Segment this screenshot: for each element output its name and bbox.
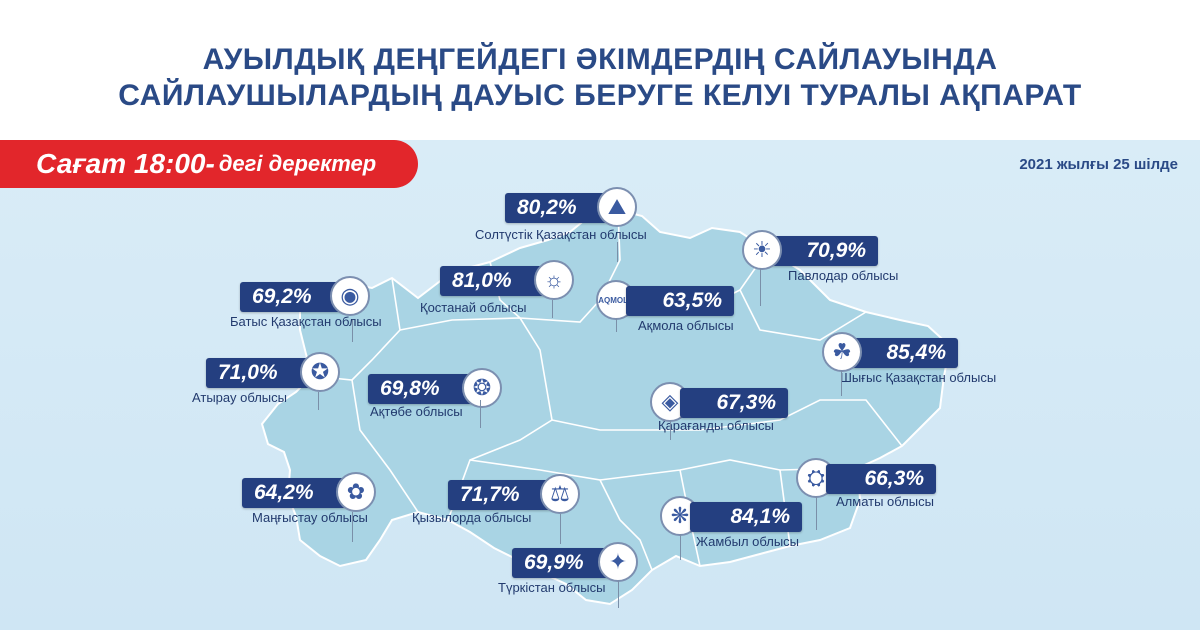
region-akmola: AQMOLA 63,5% Ақмола облысы [596,278,846,338]
north-kz-emblem-icon: ⛰ [597,187,637,227]
pointer-stem [841,370,842,396]
region-mangystau: 64,2% ✿ Маңғыстау облысы [242,470,492,530]
turnout-value: 81,0% [440,266,548,296]
region-zhambyl: ❋ 84,1% Жамбыл облысы [660,494,910,554]
region-east-kazakhstan: 85,4% ☘ Шығыс Қазақстан облысы [820,330,1070,390]
banner-suffix: дегі деректер [218,151,377,176]
kostanay-emblem-icon: ☼ [534,260,574,300]
region-turkistan: 69,9% ✦ Түркістан облысы [498,542,762,602]
turnout-value: 70,9% [770,236,878,266]
pointer-stem [616,318,617,332]
turnout-value: 85,4% [850,338,958,368]
turkistan-emblem-icon: ✦ [598,542,638,582]
region-aktobe: 69,8% ❂ Ақтөбе облысы [368,368,618,428]
report-date: 2021 жылғы 25 шілде [1019,156,1178,173]
pointer-stem [680,534,681,560]
atyrau-emblem-icon: ✪ [300,352,340,392]
region-atyrau: 71,0% ✪ Атырау облысы [192,350,456,410]
region-name: Шығыс Қазақстан облысы [840,370,997,385]
pavlodar-emblem-icon: ☀ [742,230,782,270]
pointer-stem [352,320,353,342]
turnout-value: 64,2% [242,478,350,508]
pointer-stem [552,300,553,318]
turnout-value: 66,3% [826,464,936,494]
turnout-value: 71,0% [206,358,314,388]
region-north-kazakhstan: 80,2% ⛰ Солтүстік Қазақстан облысы [475,185,755,245]
pointer-stem [816,496,817,530]
region-name: Солтүстік Қазақстан облысы [475,227,647,242]
pointer-stem [480,400,481,428]
region-name: Жамбыл облысы [696,534,800,549]
region-kyzylorda: 71,7% ⚖ Қызылорда облысы [412,474,698,534]
pointer-stem [670,420,671,440]
region-name: Түркістан облысы [498,580,606,595]
region-name: Атырау облысы [192,390,287,405]
turnout-value: 80,2% [505,193,613,223]
region-name: Қызылорда облысы [412,510,532,525]
pointer-stem [318,392,319,410]
turnout-value: 84,1% [690,502,802,532]
region-name: Алматы облысы [836,494,934,509]
region-name: Ақмола облысы [638,318,734,333]
region-almaty: ⛭ 66,3% Алматы облысы [796,458,1046,518]
header: АУЫЛДЫҚ ДЕҢГЕЙДЕГІ ӘКІМДЕРДІҢ САЙЛАУЫНДА… [0,0,1200,140]
region-name: Ақтөбе облысы [370,404,463,419]
region-name: Маңғыстау облысы [252,510,368,525]
turnout-value: 63,5% [626,286,734,316]
region-karaganda: ◈ 67,3% Қарағанды облысы [650,382,900,442]
pointer-stem [352,512,353,542]
east-kz-emblem-icon: ☘ [822,332,862,372]
region-name: Қостанай облысы [420,300,527,315]
pointer-stem [618,580,619,608]
region-name: Павлодар облысы [788,268,899,283]
mangystau-emblem-icon: ✿ [336,472,376,512]
region-west-kazakhstan: 69,2% ◉ Батыс Қазақстан облысы [230,276,490,336]
region-name: Батыс Қазақстан облысы [230,314,382,329]
pointer-stem [760,268,761,306]
region-pavlodar: 70,9% ☀ Павлодар облысы [740,228,990,288]
region-name: Қарағанды облысы [658,418,774,433]
title-line-2: САЙЛАУШЫЛАРДЫҢ ДАУЫС БЕРУГЕ КЕЛУІ ТУРАЛЫ… [118,79,1082,112]
kyzylorda-emblem-icon: ⚖ [540,474,580,514]
pointer-stem [560,514,561,544]
time-banner: Сағат 18:00- дегі деректер [0,140,418,188]
aktobe-emblem-icon: ❂ [462,368,502,408]
turnout-value: 71,7% [448,480,556,510]
banner-time: Сағат 18:00- [36,148,215,179]
pointer-stem [617,242,618,262]
region-kostanay: 81,0% ☼ Қостанай облысы [420,258,690,318]
turnout-value: 67,3% [680,388,788,418]
west-kz-emblem-icon: ◉ [330,276,370,316]
turnout-value: 69,8% [368,374,476,404]
title-line-1: АУЫЛДЫҚ ДЕҢГЕЙДЕГІ ӘКІМДЕРДІҢ САЙЛАУЫНДА [202,43,998,76]
